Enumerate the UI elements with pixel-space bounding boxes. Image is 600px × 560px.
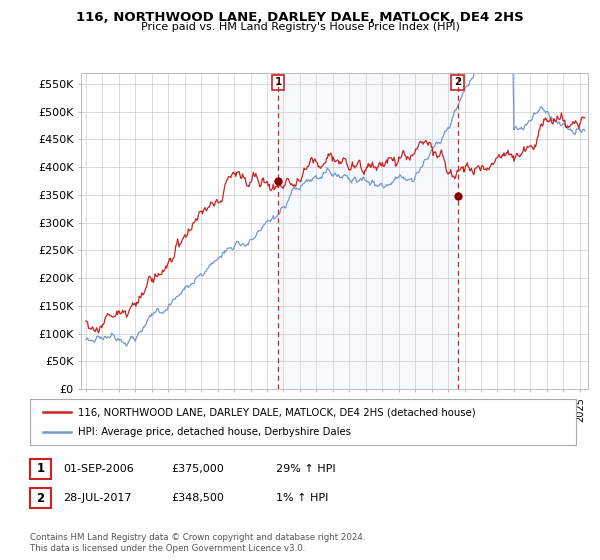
Text: 28-JUL-2017: 28-JUL-2017	[63, 493, 131, 503]
Text: £375,000: £375,000	[171, 464, 224, 474]
Text: 1: 1	[37, 462, 44, 475]
Text: Price paid vs. HM Land Registry's House Price Index (HPI): Price paid vs. HM Land Registry's House …	[140, 22, 460, 32]
Text: £348,500: £348,500	[171, 493, 224, 503]
Text: 2: 2	[37, 492, 44, 505]
Text: 1: 1	[274, 77, 281, 87]
Text: 29% ↑ HPI: 29% ↑ HPI	[276, 464, 335, 474]
Text: HPI: Average price, detached house, Derbyshire Dales: HPI: Average price, detached house, Derb…	[78, 427, 351, 437]
Text: 2: 2	[454, 77, 461, 87]
Text: 1% ↑ HPI: 1% ↑ HPI	[276, 493, 328, 503]
Text: 01-SEP-2006: 01-SEP-2006	[63, 464, 134, 474]
Text: 116, NORTHWOOD LANE, DARLEY DALE, MATLOCK, DE4 2HS: 116, NORTHWOOD LANE, DARLEY DALE, MATLOC…	[76, 11, 524, 24]
Text: 116, NORTHWOOD LANE, DARLEY DALE, MATLOCK, DE4 2HS (detached house): 116, NORTHWOOD LANE, DARLEY DALE, MATLOC…	[78, 407, 476, 417]
Bar	[278, 73, 458, 389]
Text: Contains HM Land Registry data © Crown copyright and database right 2024.
This d: Contains HM Land Registry data © Crown c…	[30, 533, 365, 553]
